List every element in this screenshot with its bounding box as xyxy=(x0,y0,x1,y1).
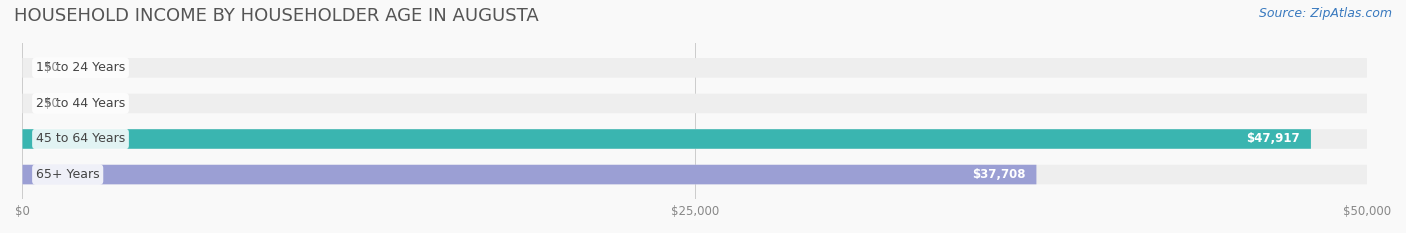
Text: $47,917: $47,917 xyxy=(1247,133,1301,145)
Text: HOUSEHOLD INCOME BY HOUSEHOLDER AGE IN AUGUSTA: HOUSEHOLD INCOME BY HOUSEHOLDER AGE IN A… xyxy=(14,7,538,25)
Text: Source: ZipAtlas.com: Source: ZipAtlas.com xyxy=(1258,7,1392,20)
FancyBboxPatch shape xyxy=(22,129,1367,149)
FancyBboxPatch shape xyxy=(22,165,1367,184)
FancyBboxPatch shape xyxy=(22,58,1367,78)
Text: 65+ Years: 65+ Years xyxy=(37,168,100,181)
Text: 15 to 24 Years: 15 to 24 Years xyxy=(37,61,125,74)
FancyBboxPatch shape xyxy=(22,165,1036,184)
Text: $0: $0 xyxy=(44,97,59,110)
FancyBboxPatch shape xyxy=(22,129,1310,149)
Text: $0: $0 xyxy=(44,61,59,74)
FancyBboxPatch shape xyxy=(22,94,1367,113)
Text: $37,708: $37,708 xyxy=(972,168,1025,181)
Text: 25 to 44 Years: 25 to 44 Years xyxy=(37,97,125,110)
Text: 45 to 64 Years: 45 to 64 Years xyxy=(37,133,125,145)
